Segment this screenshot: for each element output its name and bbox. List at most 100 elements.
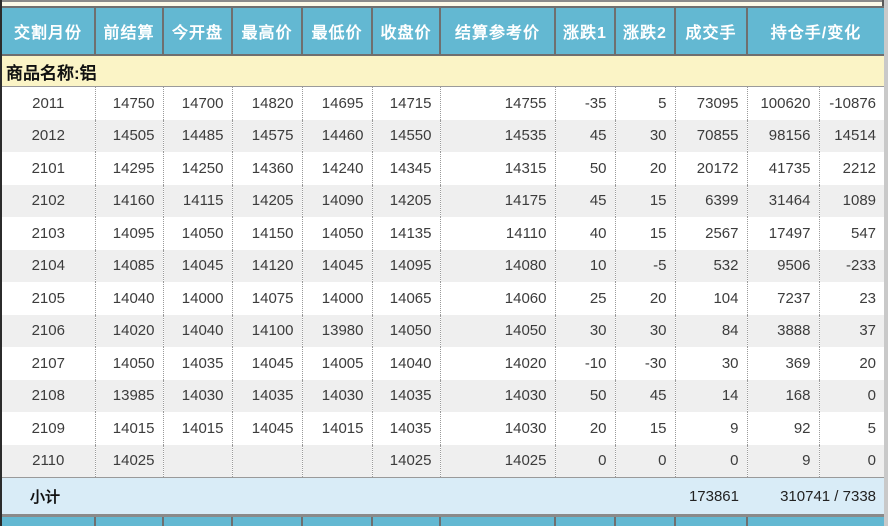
quote-row-2012: 2012 14505 14485 14575 14460 14550 14535 45 30 70… — [2, 119, 885, 152]
col-header-change2: 涨跌2 — [615, 6, 676, 56]
cell: 73095 — [675, 86, 748, 120]
cell: 0 — [819, 379, 885, 412]
cell: 14020 — [95, 314, 164, 347]
cell: 14695 — [302, 86, 373, 120]
col-header-low: 最低价 — [302, 6, 373, 56]
top-margin-strip — [2, 0, 882, 6]
cell: 14535 — [440, 119, 556, 152]
col-header-open-interest-change: 持仓手/变化 — [747, 6, 885, 56]
cell: 2104 — [2, 249, 96, 282]
cell: 14030 — [302, 379, 373, 412]
col-header-volume: 成交手 — [675, 6, 748, 56]
cell: 14090 — [302, 184, 373, 217]
cell: 2567 — [675, 217, 748, 250]
cell: 20172 — [675, 152, 748, 185]
cell: 14085 — [95, 249, 164, 282]
cell: 14050 — [440, 314, 556, 347]
cell: 2110 — [2, 444, 96, 478]
cell: 14715 — [372, 86, 441, 120]
cell: 20 — [555, 412, 616, 445]
cell: 168 — [747, 379, 820, 412]
cell: 50 — [555, 379, 616, 412]
cell: 14205 — [372, 184, 441, 217]
next-table-header-partial — [2, 514, 885, 526]
cell: 14040 — [163, 314, 233, 347]
cell: 14295 — [95, 152, 164, 185]
cell: 13980 — [302, 314, 373, 347]
cell: 14035 — [372, 412, 441, 445]
cell: 2102 — [2, 184, 96, 217]
cell: 37 — [819, 314, 885, 347]
cell: 14080 — [440, 249, 556, 282]
cell: 14025 — [95, 444, 164, 478]
col-header-settle-ref: 结算参考价 — [440, 6, 556, 56]
quote-row-2102: 2102 14160 14115 14205 14090 14205 14175 45 15 63… — [2, 184, 885, 217]
cell: 2212 — [819, 152, 885, 185]
quote-row-2011: 2011 14750 14700 14820 14695 14715 14755 -35 5 73… — [2, 86, 885, 120]
cell: 14035 — [163, 347, 233, 380]
subtotal-open-interest: 310741 / 7338 — [747, 477, 885, 516]
col-header-change1: 涨跌1 — [555, 6, 616, 56]
cell: 50 — [555, 152, 616, 185]
cell: 7237 — [747, 282, 820, 315]
cell: 14100 — [232, 314, 303, 347]
cell: 45 — [555, 119, 616, 152]
cell: 14135 — [372, 217, 441, 250]
cell: 14150 — [232, 217, 303, 250]
cell: 14460 — [302, 119, 373, 152]
cell: 14820 — [232, 86, 303, 120]
cell: 2012 — [2, 119, 96, 152]
quote-row-2107: 2107 14050 14035 14045 14005 14040 14020 -10 -30… — [2, 347, 885, 380]
cell: 14045 — [302, 249, 373, 282]
cell: 14505 — [95, 119, 164, 152]
cell: 0 — [555, 444, 616, 478]
cell: 14050 — [163, 217, 233, 250]
cell: 14345 — [372, 152, 441, 185]
cell: 14050 — [372, 314, 441, 347]
cell: 9506 — [747, 249, 820, 282]
cell: -35 — [555, 86, 616, 120]
cell: 14095 — [95, 217, 164, 250]
cell: 2011 — [2, 86, 96, 120]
cell: -10 — [555, 347, 616, 380]
cell: 14 — [675, 379, 748, 412]
cell: 6399 — [675, 184, 748, 217]
cell: 14040 — [95, 282, 164, 315]
cell: 5 — [819, 412, 885, 445]
cell: 0 — [675, 444, 748, 478]
cell: 14360 — [232, 152, 303, 185]
quote-row-2101: 2101 14295 14250 14360 14240 14345 14315 50 20 20… — [2, 152, 885, 185]
cell: 2108 — [2, 379, 96, 412]
cell: 14755 — [440, 86, 556, 120]
cell: 13985 — [95, 379, 164, 412]
cell — [302, 444, 373, 478]
cell: 2105 — [2, 282, 96, 315]
cell: 14000 — [163, 282, 233, 315]
cell: 369 — [747, 347, 820, 380]
cell: 2109 — [2, 412, 96, 445]
cell: 100620 — [747, 86, 820, 120]
cell: 98156 — [747, 119, 820, 152]
cell: 9 — [675, 412, 748, 445]
subtotal-row: 小计 173861 310741 / 7338 — [2, 477, 885, 516]
cell: 14065 — [372, 282, 441, 315]
cell: 1089 — [819, 184, 885, 217]
aluminum-quote-table: 交割月份 前结算 今开盘 最高价 最低价 收盘价 结算参考价 涨跌1 涨跌2 成… — [2, 6, 885, 526]
cell: 14240 — [302, 152, 373, 185]
cell: 104 — [675, 282, 748, 315]
cell: 14514 — [819, 119, 885, 152]
cell: 14315 — [440, 152, 556, 185]
cell: 40 — [555, 217, 616, 250]
col-header-prev-settle: 前结算 — [95, 6, 164, 56]
cell: 45 — [555, 184, 616, 217]
cell: 20 — [615, 282, 676, 315]
cell: 14110 — [440, 217, 556, 250]
cell: 547 — [819, 217, 885, 250]
quote-row-2105: 2105 14040 14000 14075 14000 14065 14060 25 20 10… — [2, 282, 885, 315]
cell: 14015 — [163, 412, 233, 445]
cell: 14550 — [372, 119, 441, 152]
cell — [232, 444, 303, 478]
quote-row-2108: 2108 13985 14030 14035 14030 14035 14030 50 45 14… — [2, 379, 885, 412]
cell: 23 — [819, 282, 885, 315]
